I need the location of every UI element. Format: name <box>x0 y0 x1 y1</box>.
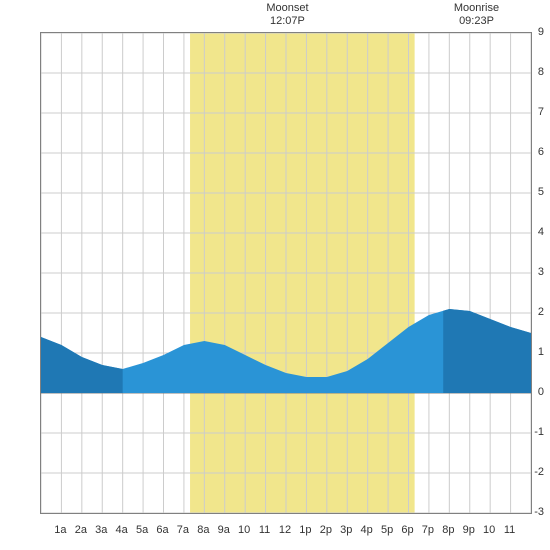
x-tick-label: 11 <box>259 524 270 536</box>
x-tick-label: 8p <box>442 524 454 536</box>
y-tick-label: -1 <box>534 426 544 438</box>
tide-chart: Moonset 12:07P Moonrise 09:23P -3-2-1012… <box>0 0 550 550</box>
y-tick-label: 3 <box>538 266 544 278</box>
x-tick-label: 4a <box>116 524 128 536</box>
y-tick-label: 9 <box>538 26 544 38</box>
x-tick-label: 2a <box>75 524 87 536</box>
x-tick-label: 5a <box>136 524 148 536</box>
moonset-time: 12:07P <box>257 15 317 28</box>
y-tick-label: 7 <box>538 106 544 118</box>
x-tick-label: 12 <box>279 524 291 536</box>
x-tick-label: 1p <box>299 524 311 536</box>
plot-svg <box>41 33 531 513</box>
y-tick-label: -2 <box>534 466 544 478</box>
y-tick-label: 5 <box>538 186 544 198</box>
x-tick-label: 9p <box>463 524 475 536</box>
x-tick-label: 8a <box>197 524 209 536</box>
x-tick-label: 7p <box>422 524 434 536</box>
y-tick-label: 1 <box>538 346 544 358</box>
x-tick-label: 11 <box>504 524 515 536</box>
x-tick-label: 1a <box>54 524 66 536</box>
y-tick-label: -3 <box>534 506 544 518</box>
moonrise-label: Moonrise 09:23P <box>447 2 507 28</box>
y-tick-label: 4 <box>538 226 544 238</box>
x-tick-label: 4p <box>361 524 373 536</box>
x-tick-label: 10 <box>238 524 250 536</box>
y-axis: -3-2-10123456789 <box>514 32 544 512</box>
x-axis: 1a 2a 3a 4a 5a 6a 7a 8a 9a 10 11 12 1p 2p 3p 4p 5p 6p 7p 8p… <box>40 524 530 544</box>
moonset-title: Moonset <box>257 2 317 15</box>
y-tick-label: 8 <box>538 66 544 78</box>
x-tick-label: 7a <box>177 524 189 536</box>
chart-header: Moonset 12:07P Moonrise 09:23P <box>0 2 550 32</box>
y-tick-label: 2 <box>538 306 544 318</box>
x-tick-label: 2p <box>320 524 332 536</box>
x-tick-label: 10 <box>483 524 495 536</box>
x-tick-label: 6p <box>401 524 413 536</box>
y-tick-label: 0 <box>538 386 544 398</box>
moonrise-title: Moonrise <box>447 2 507 15</box>
plot-area <box>40 32 532 514</box>
x-tick-label: 3p <box>340 524 352 536</box>
y-tick-label: 6 <box>538 146 544 158</box>
x-tick-label: 3a <box>95 524 107 536</box>
x-tick-label: 5p <box>381 524 393 536</box>
moonset-label: Moonset 12:07P <box>257 2 317 28</box>
x-tick-label: 9a <box>218 524 230 536</box>
moonrise-time: 09:23P <box>447 15 507 28</box>
x-tick-label: 6a <box>156 524 168 536</box>
